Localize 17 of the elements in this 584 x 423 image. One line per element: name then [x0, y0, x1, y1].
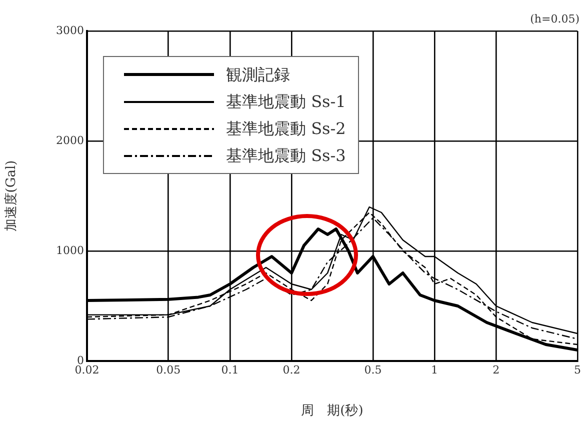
y-axis-title: 加速度(Gal): [3, 160, 20, 232]
x-tick-label: 0.5: [364, 363, 382, 376]
y-tick-label: 3000: [56, 24, 84, 37]
y-tick-label: 2000: [56, 134, 84, 147]
y-tick-label: 1000: [56, 244, 84, 257]
legend-label: 基準地震動 Ss-3: [226, 145, 346, 167]
x-tick-label: 2: [492, 363, 500, 376]
text: (h=0.05): [530, 12, 580, 26]
x-tick-label: 0.1: [221, 363, 239, 376]
x-tick-label: 5: [574, 363, 581, 376]
legend-label: 基準地震動 Ss-1: [226, 91, 346, 113]
x-tick-label: 0.05: [156, 363, 181, 376]
x-tick-label: 0.2: [282, 363, 300, 376]
legend-label: 基準地震動 Ss-2: [226, 118, 346, 140]
x-tick-label: 1: [431, 363, 438, 376]
legend-label: 観測記録: [226, 64, 290, 86]
x-axis-title: 周 期(秒): [301, 404, 364, 419]
